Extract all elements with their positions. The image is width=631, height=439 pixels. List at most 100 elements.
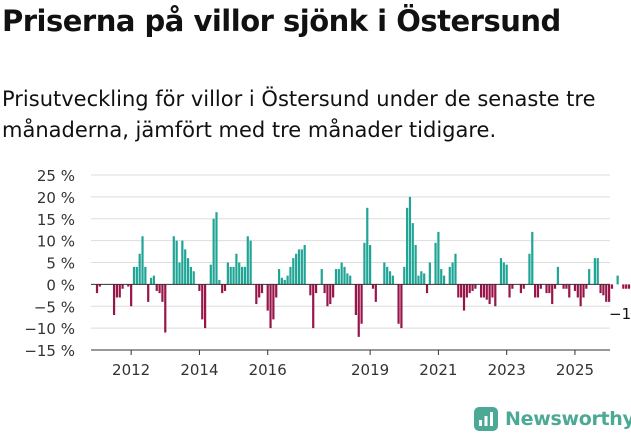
bar bbox=[238, 262, 241, 285]
bar bbox=[269, 284, 272, 329]
bar bbox=[212, 218, 215, 285]
bar bbox=[536, 284, 540, 298]
bar bbox=[608, 284, 611, 302]
bar bbox=[519, 284, 523, 294]
bar bbox=[508, 284, 511, 298]
bar bbox=[545, 284, 548, 294]
bar bbox=[588, 269, 591, 285]
bar bbox=[255, 284, 258, 305]
y-tick-label: 10 % bbox=[37, 233, 75, 251]
bar bbox=[582, 284, 585, 298]
bar bbox=[204, 284, 207, 329]
bar bbox=[534, 284, 537, 298]
bar bbox=[383, 262, 386, 285]
bar bbox=[414, 245, 417, 285]
bar bbox=[505, 264, 508, 285]
bar bbox=[98, 284, 101, 287]
chart-subtitle: Prisutveckling för villor i Östersund un… bbox=[2, 87, 596, 142]
bar bbox=[386, 266, 389, 285]
bar bbox=[323, 284, 326, 294]
bar bbox=[232, 266, 235, 285]
bar bbox=[286, 275, 289, 285]
bar bbox=[562, 284, 565, 289]
bar bbox=[451, 262, 454, 285]
bar bbox=[201, 284, 204, 320]
bar bbox=[189, 266, 192, 285]
bar bbox=[337, 269, 340, 285]
x-tick-label: 2012 bbox=[112, 361, 150, 379]
y-tick-label: −15 % bbox=[24, 342, 75, 360]
bar bbox=[428, 262, 431, 285]
bar bbox=[528, 253, 531, 285]
bar bbox=[556, 266, 559, 285]
bar bbox=[602, 284, 605, 296]
bar bbox=[144, 266, 147, 285]
bar bbox=[471, 284, 474, 291]
bar bbox=[482, 284, 486, 298]
bar bbox=[408, 196, 412, 285]
bar bbox=[312, 284, 315, 329]
bar bbox=[363, 242, 366, 285]
bar bbox=[147, 284, 150, 302]
bar bbox=[357, 284, 360, 337]
bar bbox=[494, 284, 497, 307]
y-tick-label: 0 % bbox=[46, 276, 75, 294]
latest-value-annotation: −1 % bbox=[609, 305, 631, 323]
bar bbox=[135, 266, 138, 285]
bar bbox=[457, 284, 460, 298]
bar bbox=[283, 280, 286, 285]
bar bbox=[622, 284, 625, 289]
bar bbox=[223, 284, 227, 291]
bar bbox=[178, 262, 181, 285]
bar bbox=[462, 284, 466, 311]
bar-chart: 25 % 20 % 15 % 10 % 5 % 0 % −5 % −10 % −15 % 2012… bbox=[24, 167, 631, 379]
bar bbox=[553, 284, 557, 289]
bar bbox=[130, 284, 133, 307]
bar bbox=[568, 284, 571, 298]
bar bbox=[437, 231, 440, 285]
y-tick-label: 25 % bbox=[37, 167, 75, 185]
bar bbox=[354, 284, 357, 315]
bar bbox=[118, 284, 121, 298]
bar bbox=[155, 284, 158, 291]
bar bbox=[164, 284, 167, 333]
bar bbox=[258, 284, 261, 298]
bar bbox=[218, 280, 221, 285]
newsworthy-logo-icon bbox=[474, 407, 498, 431]
bar bbox=[448, 266, 451, 285]
bar bbox=[127, 284, 130, 287]
bar bbox=[158, 284, 161, 294]
bar bbox=[579, 284, 582, 307]
bar bbox=[417, 275, 420, 285]
bar bbox=[616, 275, 619, 285]
bar bbox=[297, 249, 301, 285]
bar bbox=[440, 269, 443, 285]
bar bbox=[243, 266, 247, 285]
bar bbox=[397, 284, 400, 324]
bar bbox=[320, 269, 323, 285]
bar bbox=[181, 240, 184, 285]
bar bbox=[309, 284, 312, 296]
bar bbox=[295, 253, 298, 285]
bar bbox=[289, 266, 292, 285]
bar bbox=[522, 284, 525, 289]
bar bbox=[186, 258, 190, 285]
bar bbox=[141, 236, 144, 285]
bar bbox=[198, 284, 201, 291]
x-tick-label: 2014 bbox=[180, 361, 218, 379]
bar bbox=[246, 236, 249, 285]
bar bbox=[374, 284, 377, 302]
brand-name: Newsworthy bbox=[505, 408, 631, 430]
bar bbox=[132, 266, 136, 285]
bar bbox=[400, 284, 403, 329]
bar bbox=[326, 284, 329, 307]
bar bbox=[280, 277, 284, 285]
x-tick-label: 2025 bbox=[556, 361, 594, 379]
bar bbox=[539, 284, 542, 289]
bar bbox=[474, 284, 477, 289]
bar bbox=[388, 271, 392, 285]
bar bbox=[479, 284, 483, 298]
y-tick-label: −5 % bbox=[34, 298, 75, 316]
bar bbox=[226, 262, 229, 285]
bar bbox=[573, 284, 577, 291]
